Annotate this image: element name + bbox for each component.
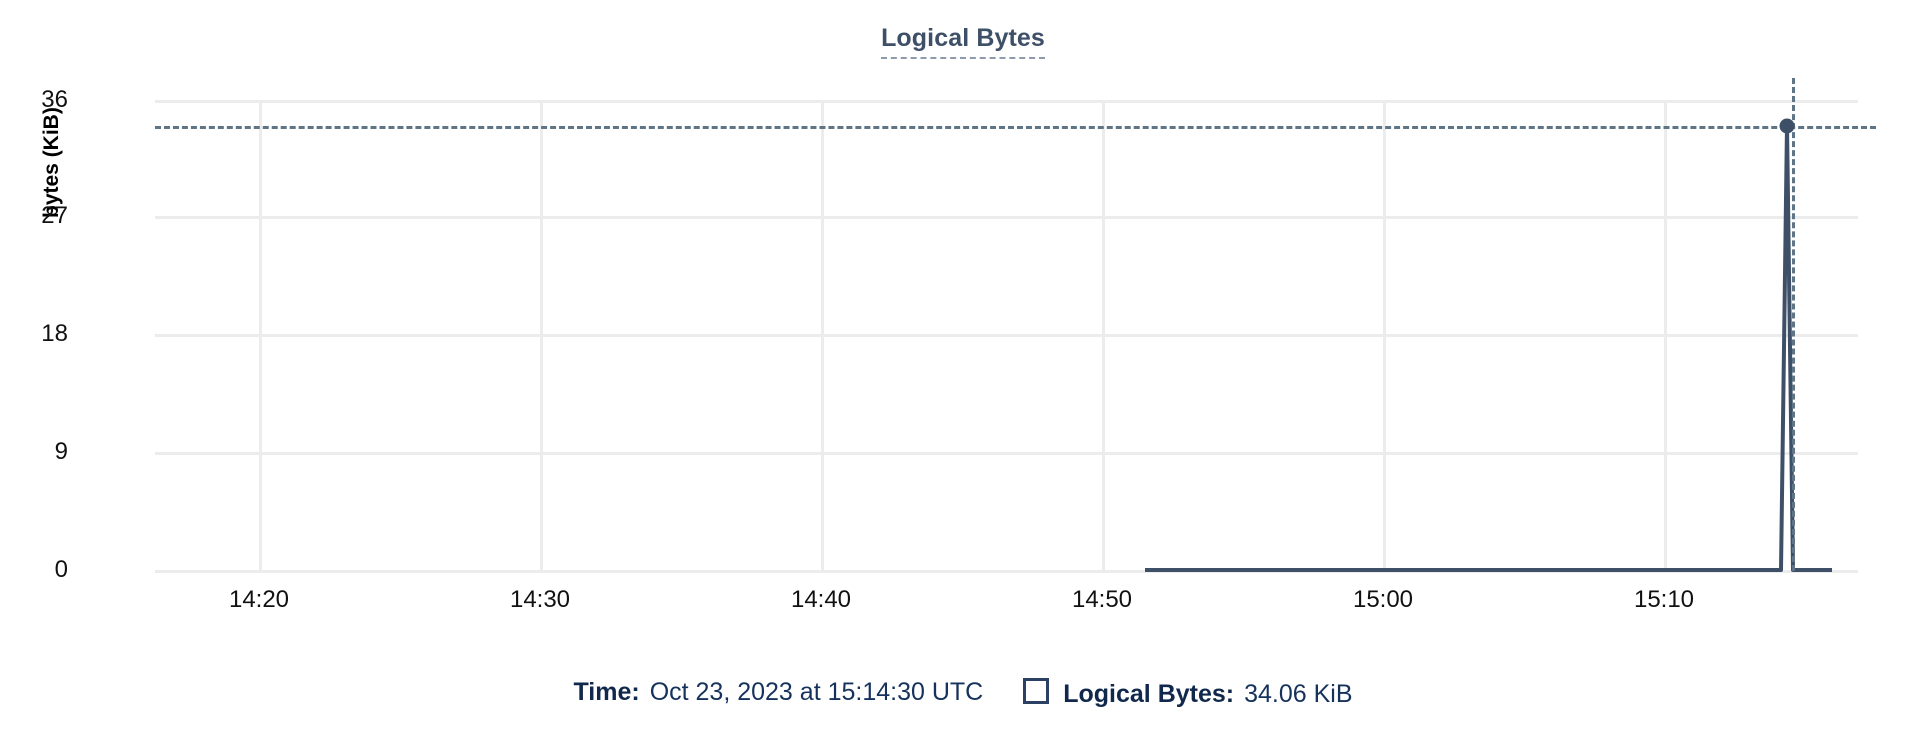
footer-series-key: Logical Bytes: <box>1063 680 1235 708</box>
footer-series-value: 34.06 KiB <box>1244 680 1353 708</box>
legend-swatch-icon[interactable] <box>1023 678 1050 704</box>
gridline-horizontal <box>155 570 1858 573</box>
y-tick-label: 18 <box>41 320 68 347</box>
gridline-horizontal <box>155 100 1858 103</box>
footer-time-group: Time: Oct 23, 2023 at 15:14:30 UTC <box>573 678 983 707</box>
x-tick-label: 15:10 <box>1633 586 1695 613</box>
gridline-horizontal <box>155 216 1858 219</box>
crosshair-horizontal-line <box>155 126 1876 129</box>
crosshair-vertical-line <box>1792 78 1795 571</box>
gridline-vertical <box>1664 100 1667 571</box>
gridline-vertical <box>821 100 824 571</box>
gridline-vertical <box>1383 100 1386 571</box>
y-tick-label: 36 <box>41 86 68 113</box>
gridline-horizontal <box>155 452 1858 455</box>
x-tick-label: 14:50 <box>1071 586 1133 613</box>
y-tick-label: 0 <box>54 556 68 583</box>
footer-time-key: Time: <box>573 678 640 706</box>
data-point-marker[interactable] <box>1779 118 1795 134</box>
x-tick-label: 14:30 <box>509 586 571 613</box>
y-tick-label: 9 <box>54 438 68 465</box>
x-tick-label: 14:20 <box>228 586 290 613</box>
x-tick-label: 15:00 <box>1352 586 1414 613</box>
x-tick-label: 14:40 <box>790 586 852 613</box>
gridline-vertical <box>1102 100 1105 571</box>
chart-footer: Time: Oct 23, 2023 at 15:14:30 UTC Logic… <box>0 676 1926 709</box>
gridline-horizontal <box>155 334 1858 337</box>
series-line-logical-bytes <box>1145 123 1832 572</box>
chart-title-text[interactable]: Logical Bytes <box>881 24 1045 59</box>
plot-area[interactable]: 36 27 18 9 0 14:20 14:30 14:40 14:50 15:… <box>41 78 1876 613</box>
chart-title: Logical Bytes <box>0 24 1926 59</box>
gridline-vertical <box>259 100 262 571</box>
gridline-vertical <box>540 100 543 571</box>
footer-time-value: Oct 23, 2023 at 15:14:30 UTC <box>649 678 984 706</box>
y-tick-label: 27 <box>41 202 68 229</box>
footer-series-group: Logical Bytes: 34.06 KiB <box>1023 676 1353 709</box>
